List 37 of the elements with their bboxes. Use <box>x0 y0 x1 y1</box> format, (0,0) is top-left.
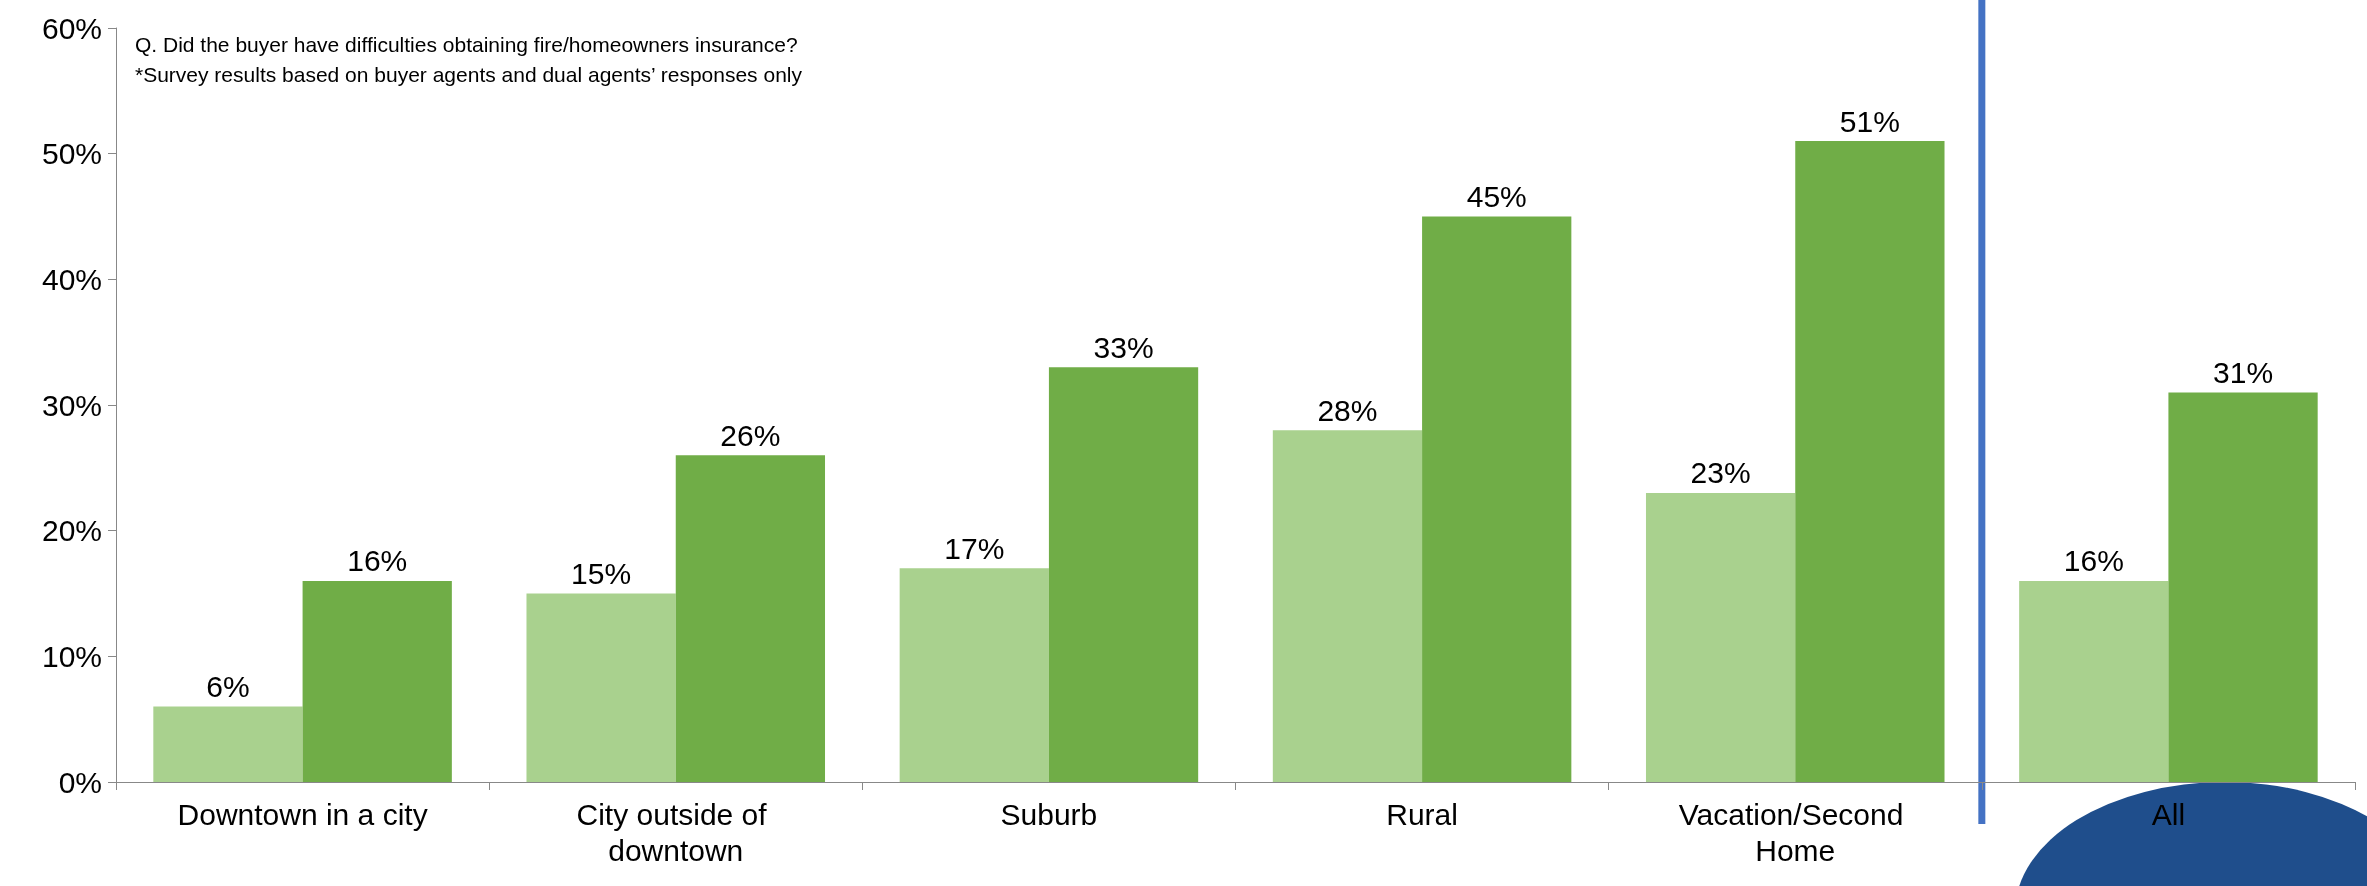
y-tick-label: 10% <box>41 639 102 673</box>
bar <box>899 568 1049 782</box>
x-tick-label: All <box>2151 797 2186 831</box>
x-tick-label: Vacation/Second Home <box>1678 797 1912 867</box>
y-tick-label: 20% <box>41 514 102 548</box>
x-tick-label: Suburb <box>1000 797 1098 831</box>
x-tick-label: Rural <box>1386 797 1458 831</box>
data-label: 31% <box>2213 355 2274 389</box>
data-label: 51% <box>1839 104 1900 138</box>
bar <box>1645 492 1796 782</box>
x-tick-label: Downtown in a city <box>177 797 428 831</box>
bar <box>1795 141 1945 782</box>
bar <box>153 706 303 782</box>
data-label: 33% <box>1093 330 1154 364</box>
bar <box>526 593 676 782</box>
data-label: 16% <box>347 544 408 578</box>
data-label: 23% <box>1690 456 1751 490</box>
bar <box>302 580 452 782</box>
data-label: 6% <box>206 670 250 704</box>
data-label: 28% <box>1317 393 1378 427</box>
bar <box>675 455 826 782</box>
y-tick-label: 50% <box>41 137 102 171</box>
annotation: Q. Did the buyer have difficulties obtaining fire/homeowners insurance? <box>135 33 798 56</box>
bar <box>1272 430 1423 782</box>
bar <box>1048 367 1199 782</box>
data-label: 15% <box>571 557 632 590</box>
data-label: 16% <box>2063 544 2124 578</box>
data-label: 45% <box>1466 180 1527 213</box>
annotation: *Survey results based on buyer agents and dual agents’ responses only <box>135 63 803 86</box>
y-tick-label: 60% <box>41 11 102 45</box>
data-label: 17% <box>944 531 1005 565</box>
data-label: 26% <box>720 418 781 452</box>
y-tick-label: 30% <box>41 388 102 422</box>
x-tick-label: City outside of downtown <box>576 797 775 867</box>
y-tick-label: 0% <box>58 765 102 799</box>
bar <box>1422 216 1572 782</box>
y-tick-label: 40% <box>41 262 102 296</box>
